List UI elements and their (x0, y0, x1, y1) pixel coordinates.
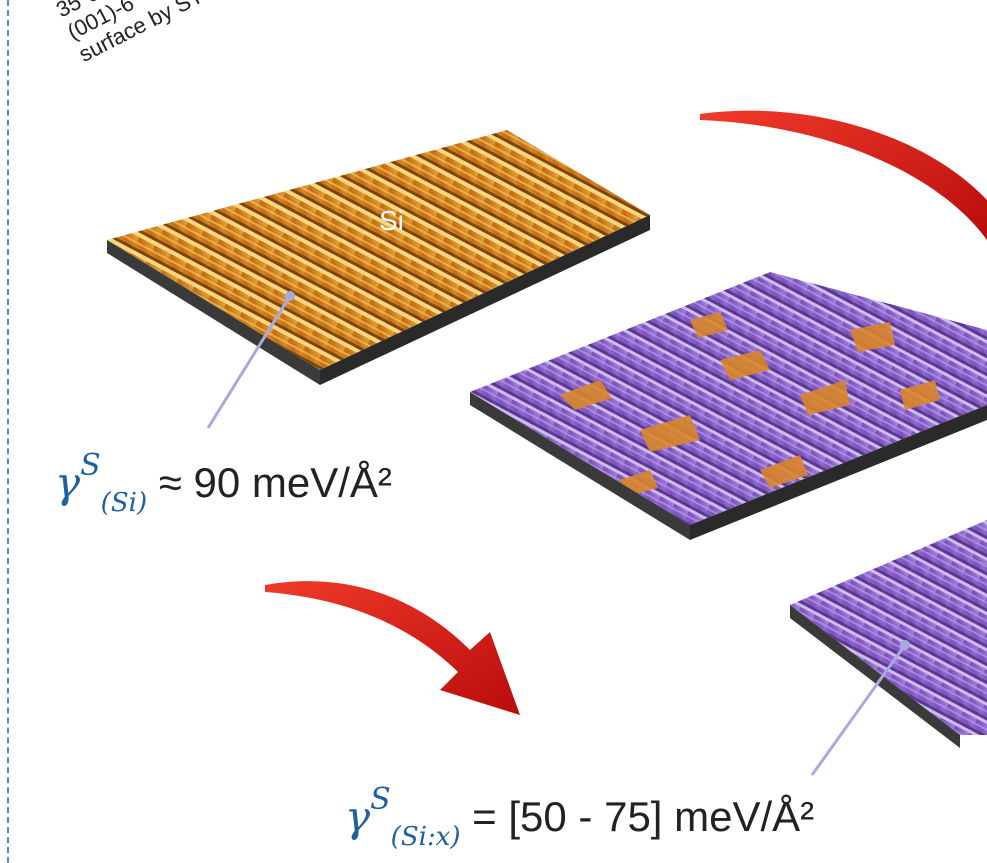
pointer-line-si (206, 295, 292, 429)
formula-si: γS (Si) ≈ 90 meV/Å² (55, 448, 392, 518)
red-arrow-small (265, 581, 520, 715)
formula-si-subscript: (Si) (100, 488, 148, 518)
dashed-left-border (7, 0, 9, 863)
formula-si-superscript: S (80, 448, 101, 483)
si-surface-label: Si (379, 205, 404, 236)
formula-si-value: ≈ 90 meV/Å² (147, 459, 392, 506)
gamma-symbol: γ (55, 458, 81, 507)
si-x-surface-slab (790, 520, 987, 748)
mixed-surface-slab (470, 272, 987, 540)
formula-six-superscript: S (370, 782, 391, 817)
gamma-symbol: γ (345, 792, 371, 841)
formula-six: γS (Si:x) = [50 - 75] meV/Å² (345, 782, 814, 852)
formula-six-subscript: (Si:x) (390, 822, 461, 852)
formula-six-value: = [50 - 75] meV/Å² (460, 793, 815, 840)
si-surface-slab (107, 130, 650, 385)
pointer-dot-six (900, 640, 910, 650)
pointer-dot-si (285, 291, 295, 301)
red-arrow-large (700, 110, 987, 240)
pointer-line-six (810, 644, 907, 776)
